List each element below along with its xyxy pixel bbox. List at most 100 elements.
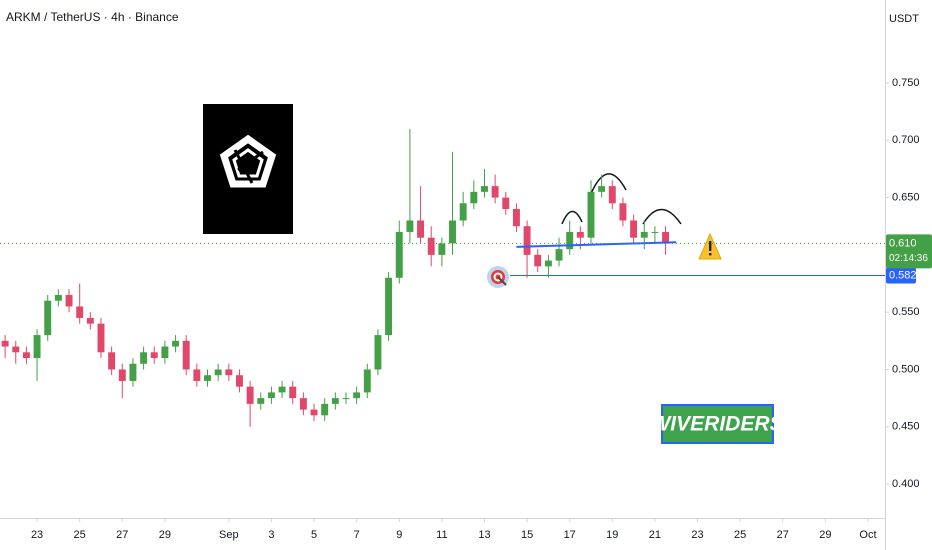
candle-body bbox=[65, 294, 73, 307]
candle-body bbox=[374, 335, 382, 370]
candle-body bbox=[406, 220, 414, 232]
candle-body bbox=[587, 191, 595, 238]
left-shoulder bbox=[561, 210, 583, 225]
chart-title: ARKM / TetherUS · 4h · Binance bbox=[6, 10, 179, 24]
candle-body bbox=[417, 220, 425, 238]
candle-body bbox=[299, 398, 307, 410]
candle-body bbox=[44, 300, 52, 336]
x-tick-label: Oct bbox=[859, 529, 876, 541]
y-tick-label: 0.400 bbox=[892, 478, 920, 490]
x-tick-label: Sep bbox=[219, 529, 239, 541]
candle-body bbox=[257, 398, 265, 404]
watermark: WIVERIDERS bbox=[650, 413, 783, 436]
candle-body bbox=[640, 231, 648, 238]
currency-label[interactable]: USDT bbox=[889, 13, 919, 25]
candle-body bbox=[491, 186, 499, 198]
candle-body bbox=[651, 231, 659, 233]
x-tick-label: 5 bbox=[311, 529, 317, 541]
candle-body bbox=[150, 352, 158, 359]
candle-body bbox=[427, 237, 435, 255]
candle-body bbox=[662, 231, 670, 244]
right-shoulder bbox=[642, 208, 682, 225]
x-tick-label: 15 bbox=[521, 529, 533, 541]
x-tick-label: 3 bbox=[268, 529, 274, 541]
x-tick-label: 29 bbox=[819, 529, 831, 541]
candle-body bbox=[598, 186, 606, 192]
candle-body bbox=[12, 346, 20, 353]
candle-body bbox=[236, 375, 243, 387]
candle-body bbox=[278, 386, 286, 393]
x-tick-label: 13 bbox=[478, 529, 490, 541]
candle-body bbox=[108, 352, 116, 370]
candle-body bbox=[204, 375, 211, 381]
y-tick-label: 0.750 bbox=[892, 77, 920, 89]
warning-icon bbox=[698, 232, 722, 260]
candle-body bbox=[630, 220, 638, 238]
y-tick-label: 0.650 bbox=[892, 191, 920, 203]
head bbox=[589, 173, 627, 197]
target-tag-label: 0.582 bbox=[889, 269, 917, 281]
x-tick-label: 27 bbox=[777, 529, 789, 541]
candle-body bbox=[544, 260, 552, 267]
candle-body bbox=[33, 335, 41, 359]
candle-body bbox=[576, 231, 584, 238]
candle-body bbox=[118, 369, 126, 381]
x-tick-label: 25 bbox=[74, 529, 86, 541]
candle-body bbox=[22, 352, 30, 359]
y-tick-label: 0.550 bbox=[892, 306, 920, 318]
watermark-box bbox=[661, 404, 774, 444]
y-tick-label: 0.450 bbox=[892, 421, 920, 433]
candle-body bbox=[459, 203, 467, 221]
y-tick-label: 0.700 bbox=[892, 134, 920, 146]
candle-body bbox=[470, 191, 478, 204]
currency-button[interactable] bbox=[886, 6, 930, 32]
x-tick-label: 29 bbox=[159, 529, 171, 541]
candle-body bbox=[502, 197, 510, 210]
candle-body bbox=[54, 294, 62, 301]
y-tick-label: 0.500 bbox=[892, 363, 920, 375]
x-tick-label: 9 bbox=[396, 529, 402, 541]
candle-body bbox=[449, 220, 456, 244]
candle-body bbox=[97, 323, 105, 353]
candle-body bbox=[267, 392, 275, 399]
candle-body bbox=[608, 186, 616, 204]
x-tick-label: 7 bbox=[354, 529, 360, 541]
target-tag bbox=[886, 267, 916, 284]
candle-body bbox=[182, 340, 190, 370]
candle-body bbox=[395, 231, 403, 278]
countdown: 02:14:36 bbox=[889, 253, 928, 264]
candle-body bbox=[86, 317, 94, 324]
candle-body bbox=[289, 386, 297, 399]
candle-body bbox=[129, 363, 137, 381]
candle-body bbox=[246, 386, 254, 404]
candle-body bbox=[385, 277, 393, 336]
candle-body bbox=[140, 352, 148, 364]
candle-body bbox=[76, 306, 84, 318]
candle-body bbox=[523, 226, 531, 255]
candle-body bbox=[172, 340, 180, 347]
candle-body bbox=[225, 369, 233, 376]
x-tick-label: 27 bbox=[116, 529, 128, 541]
candle-body bbox=[214, 369, 222, 376]
candle-body bbox=[566, 231, 574, 250]
candle-body bbox=[512, 209, 520, 227]
logo bbox=[203, 104, 293, 234]
candle-body bbox=[353, 392, 361, 399]
x-tick-label: 21 bbox=[649, 529, 661, 541]
candle-body bbox=[342, 398, 350, 400]
x-tick-label: 23 bbox=[691, 529, 703, 541]
x-tick-label: 17 bbox=[564, 529, 576, 541]
x-tick-label: 23 bbox=[31, 529, 43, 541]
candle-body bbox=[438, 243, 446, 255]
x-tick-label: 11 bbox=[436, 529, 447, 541]
candle-body bbox=[193, 369, 201, 381]
candle-body bbox=[363, 369, 371, 393]
x-tick-label: 19 bbox=[606, 529, 618, 541]
last-price-tag bbox=[886, 234, 932, 269]
x-tick-label: 25 bbox=[734, 529, 746, 541]
neckline bbox=[516, 241, 677, 248]
candle-body bbox=[619, 203, 627, 221]
candle-body bbox=[534, 254, 542, 267]
